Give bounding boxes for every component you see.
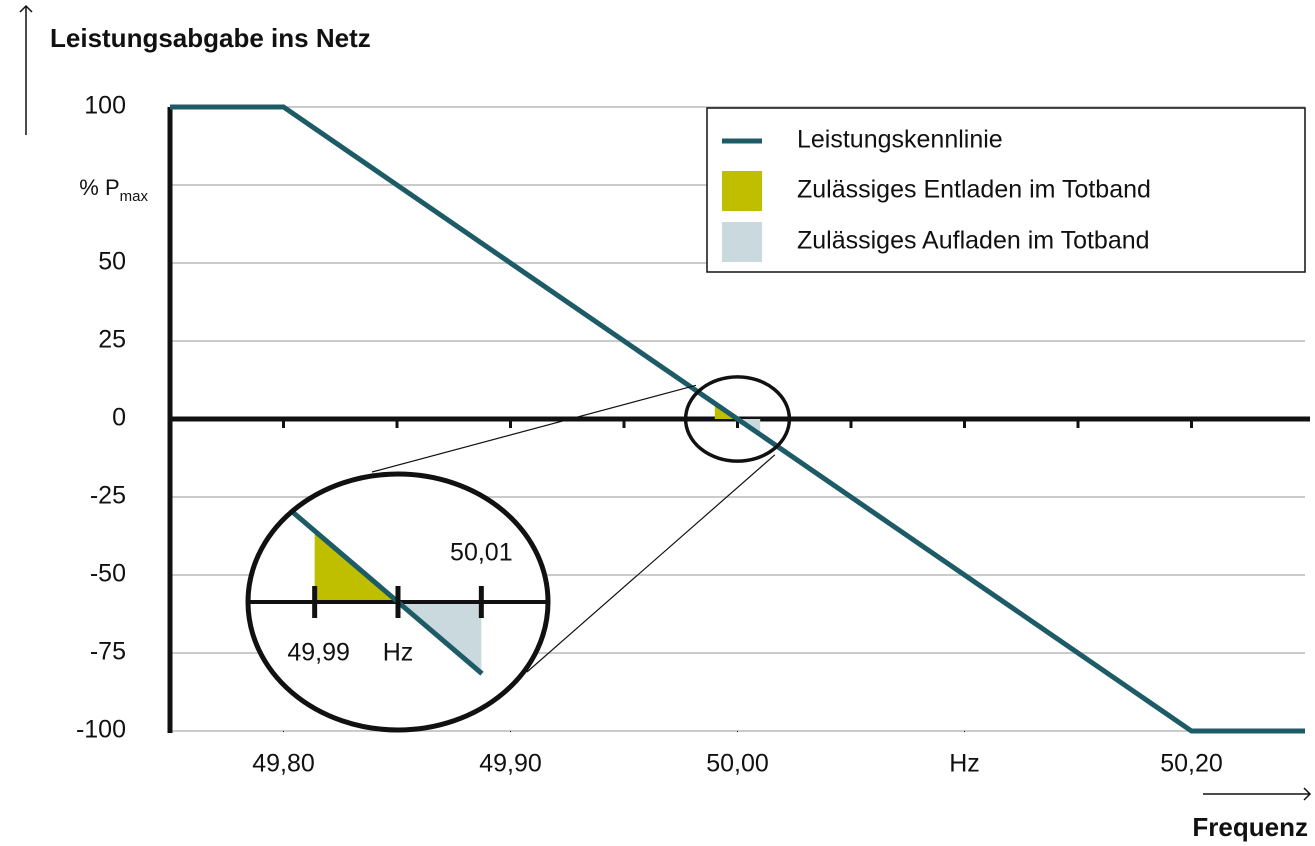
y-tick-label: 25 [98, 326, 126, 354]
legend-label: Zulässiges Aufladen im Totband [797, 227, 1150, 255]
inset-series-line [264, 487, 484, 676]
inset-tick-label: 50,01 [450, 539, 513, 567]
x-tick-label: 49,90 [479, 750, 542, 778]
legend-swatch [722, 222, 762, 262]
y-tick-label: % Pmax [79, 175, 148, 205]
plot: 49,80 49,90 50,00 Hz 50,20 [167, 104, 1310, 778]
inset: 49,99 Hz 50,01 [245, 384, 776, 733]
legend-box [706, 107, 1306, 273]
connector [371, 384, 697, 473]
legend-swatch [722, 171, 762, 211]
x-tick-label: 50,20 [1160, 750, 1223, 778]
y-tick-label: 50 [98, 248, 126, 276]
legend: Leistungskennlinie Zulässiges Entladen im… [706, 107, 1306, 273]
inset-border [245, 471, 551, 733]
series-line [170, 104, 1305, 734]
inset-tick-label: Hz [383, 639, 414, 667]
x-tick-label: 50,00 [706, 750, 769, 778]
x-tick-label: Hz [949, 750, 980, 778]
y-tick-label: -75 [90, 638, 126, 666]
y-tick-label: -25 [90, 482, 126, 510]
y-tick-label-main: % P [79, 175, 119, 200]
zoom-circle [683, 375, 792, 463]
y-tick-label-sub: max [120, 188, 149, 205]
y-tick-label: -100 [76, 716, 126, 744]
y-tick-label: -50 [90, 560, 126, 588]
legend-label: Zulässiges Entladen im Totband [797, 176, 1151, 204]
x-tick-label: 49,80 [252, 750, 315, 778]
connector [526, 454, 776, 673]
inset-tick-label: 49,99 [287, 639, 350, 667]
y-tick-label: 100 [84, 92, 126, 120]
x-axis-title: Frequenz [1192, 812, 1308, 842]
y-tick-label: 0 [112, 404, 126, 432]
legend-label: Leistungskennlinie [797, 126, 1003, 154]
axis-title: Leistungsabgabe ins Netz [50, 23, 371, 53]
